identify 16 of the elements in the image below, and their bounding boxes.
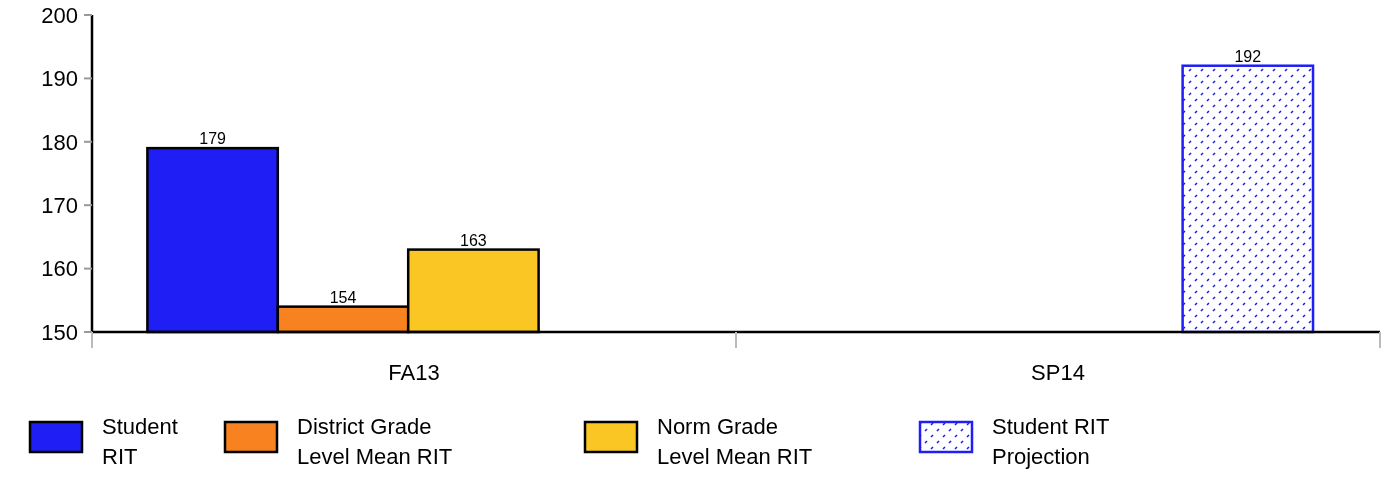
data-label: 154 bbox=[329, 288, 357, 306]
data-label: 192 bbox=[1234, 47, 1262, 65]
y-tick-label: 150 bbox=[41, 319, 78, 345]
y-tick-label: 170 bbox=[41, 192, 78, 218]
y-tick-label: 180 bbox=[41, 129, 78, 155]
legend-label: Student RIT Projection bbox=[992, 414, 1110, 469]
data-label: 163 bbox=[460, 231, 487, 249]
y-tick-label: 190 bbox=[41, 66, 78, 92]
legend-label: Student RIT bbox=[102, 414, 178, 469]
legend-label: Norm Grade Level Mean RIT bbox=[657, 414, 813, 469]
y-tick-label: 160 bbox=[41, 256, 78, 282]
legend-label: District Grade Level Mean RIT bbox=[297, 414, 453, 469]
y-tick-label: 200 bbox=[41, 2, 78, 28]
data-label: 179 bbox=[199, 130, 227, 148]
x-tick-label: FA13 bbox=[388, 360, 440, 385]
x-tick-label: SP14 bbox=[1031, 360, 1085, 385]
